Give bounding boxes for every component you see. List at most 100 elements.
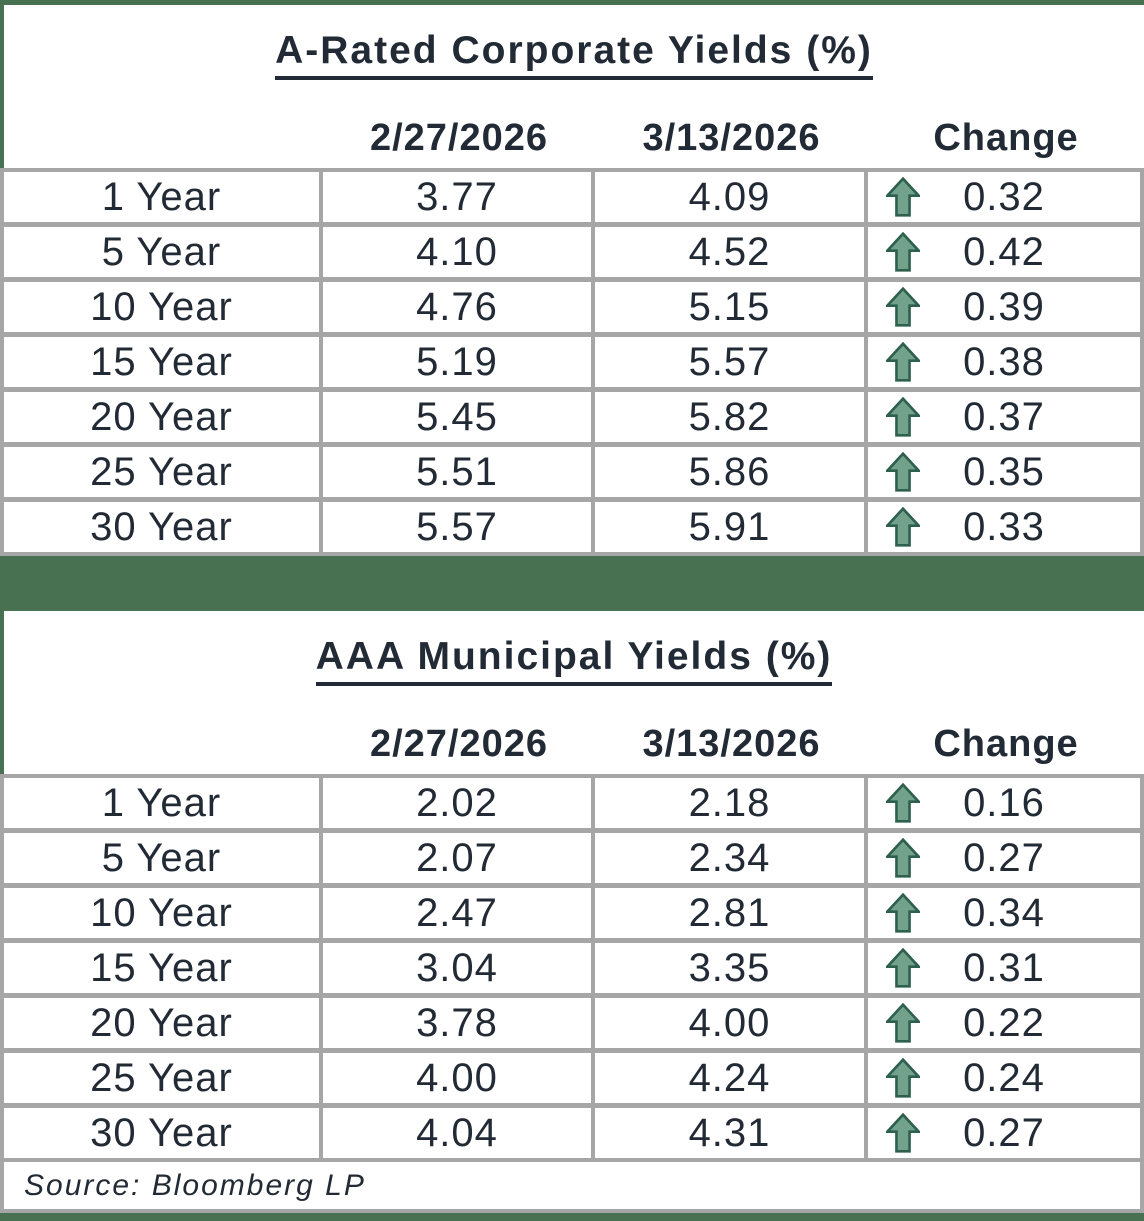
maturity-label: 1 Year: [4, 172, 319, 222]
maturity-label: 20 Year: [4, 998, 319, 1048]
maturity-label: 5 Year: [4, 227, 319, 277]
change-value: 0.22: [963, 1000, 1045, 1045]
up-arrow-icon: [886, 507, 920, 547]
table-row: 30 Year 5.57 5.91 0.33: [4, 502, 1140, 552]
change-value: 0.27: [963, 835, 1045, 880]
up-arrow-icon: [886, 232, 920, 272]
change-value: 0.37: [963, 394, 1045, 439]
source-attribution: Source: Bloomberg LP: [0, 1162, 1144, 1213]
maturity-label: 25 Year: [4, 1053, 319, 1103]
up-arrow-icon: [886, 783, 920, 823]
yield-prev: 3.77: [323, 172, 591, 222]
change-cell: 0.35: [868, 447, 1140, 497]
yield-curr: 5.86: [595, 447, 864, 497]
corporate-header-row: 2/27/2026 3/13/2026 Change: [4, 117, 1144, 168]
yield-curr: 2.81: [595, 888, 864, 938]
up-arrow-icon: [886, 838, 920, 878]
yield-prev: 4.10: [323, 227, 591, 277]
change-value: 0.35: [963, 449, 1045, 494]
change-cell: 0.39: [868, 282, 1140, 332]
yield-prev: 2.47: [323, 888, 591, 938]
maturity-label: 10 Year: [4, 888, 319, 938]
table-row: 5 Year 4.10 4.52 0.42: [4, 227, 1140, 277]
yield-prev: 3.78: [323, 998, 591, 1048]
change-value: 0.31: [963, 945, 1045, 990]
column-header-prev-date: 2/27/2026: [369, 117, 549, 159]
table-row: 25 Year 5.51 5.86 0.35: [4, 447, 1140, 497]
yield-curr: 5.82: [595, 392, 864, 442]
yield-curr: 2.18: [595, 778, 864, 828]
table-row: 25 Year 4.00 4.24 0.24: [4, 1053, 1140, 1103]
change-cell: 0.22: [868, 998, 1140, 1048]
change-cell: 0.32: [868, 172, 1140, 222]
up-arrow-icon: [886, 397, 920, 437]
yield-prev: 2.07: [323, 833, 591, 883]
change-value: 0.33: [963, 504, 1045, 549]
change-cell: 0.24: [868, 1053, 1140, 1103]
change-value: 0.16: [963, 780, 1045, 825]
table-row: 15 Year 5.19 5.57 0.38: [4, 337, 1140, 387]
maturity-label: 1 Year: [4, 778, 319, 828]
up-arrow-icon: [886, 1058, 920, 1098]
yield-prev: 5.19: [323, 337, 591, 387]
change-cell: 0.42: [868, 227, 1140, 277]
change-cell: 0.34: [868, 888, 1140, 938]
change-cell: 0.33: [868, 502, 1140, 552]
bottom-green-strip: [0, 1213, 1144, 1221]
up-arrow-icon: [886, 1113, 920, 1153]
top-green-strip: [0, 0, 1144, 5]
maturity-label: 10 Year: [4, 282, 319, 332]
yield-prev: 5.57: [323, 502, 591, 552]
table-row: 30 Year 4.04 4.31 0.27: [4, 1108, 1140, 1158]
change-cell: 0.31: [868, 943, 1140, 993]
corporate-yields-table: 1 Year 3.77 4.09 0.32 5 Year 4.10 4.52 0…: [0, 168, 1144, 556]
yield-prev: 2.02: [323, 778, 591, 828]
change-value: 0.27: [963, 1110, 1045, 1155]
maturity-label: 5 Year: [4, 833, 319, 883]
yield-prev: 4.04: [323, 1108, 591, 1158]
up-arrow-icon: [886, 1003, 920, 1043]
maturity-label: 30 Year: [4, 1108, 319, 1158]
table-row: 10 Year 4.76 5.15 0.39: [4, 282, 1140, 332]
empty-header-cell: [4, 723, 323, 766]
empty-header-cell: [4, 117, 323, 160]
divider-green-band: [0, 556, 1144, 611]
up-arrow-icon: [886, 287, 920, 327]
page-title: A-Rated Corporate Yields (%): [275, 29, 873, 80]
corporate-title-block: A-Rated Corporate Yields (%) 2/27/2026 3…: [0, 5, 1144, 168]
change-cell: 0.27: [868, 1108, 1140, 1158]
yield-prev: 4.76: [323, 282, 591, 332]
page-title: AAA Municipal Yields (%): [315, 635, 833, 686]
yield-curr: 5.57: [595, 337, 864, 387]
yield-curr: 4.09: [595, 172, 864, 222]
change-cell: 0.16: [868, 778, 1140, 828]
change-value: 0.24: [963, 1055, 1045, 1100]
maturity-label: 20 Year: [4, 392, 319, 442]
municipal-yields-table: 1 Year 2.02 2.18 0.16 5 Year 2.07 2.34 0…: [0, 774, 1144, 1162]
change-value: 0.38: [963, 339, 1045, 384]
maturity-label: 15 Year: [4, 337, 319, 387]
yield-curr: 5.15: [595, 282, 864, 332]
table-row: 20 Year 5.45 5.82 0.37: [4, 392, 1140, 442]
change-cell: 0.27: [868, 833, 1140, 883]
yield-curr: 5.91: [595, 502, 864, 552]
maturity-label: 15 Year: [4, 943, 319, 993]
table-row: 1 Year 2.02 2.18 0.16: [4, 778, 1140, 828]
yield-curr: 4.52: [595, 227, 864, 277]
column-header-change: Change: [933, 117, 1079, 159]
yield-prev: 3.04: [323, 943, 591, 993]
change-value: 0.39: [963, 284, 1045, 329]
source-text: Source: Bloomberg LP: [24, 1168, 366, 1202]
change-value: 0.42: [963, 229, 1045, 274]
table-row: 10 Year 2.47 2.81 0.34: [4, 888, 1140, 938]
yield-curr: 4.31: [595, 1108, 864, 1158]
table-row: 1 Year 3.77 4.09 0.32: [4, 172, 1140, 222]
yield-curr: 4.24: [595, 1053, 864, 1103]
column-header-prev-date: 2/27/2026: [369, 723, 549, 765]
maturity-label: 25 Year: [4, 447, 319, 497]
column-header-curr-date: 3/13/2026: [642, 117, 821, 159]
up-arrow-icon: [886, 177, 920, 217]
yield-prev: 5.45: [323, 392, 591, 442]
table-row: 15 Year 3.04 3.35 0.31: [4, 943, 1140, 993]
